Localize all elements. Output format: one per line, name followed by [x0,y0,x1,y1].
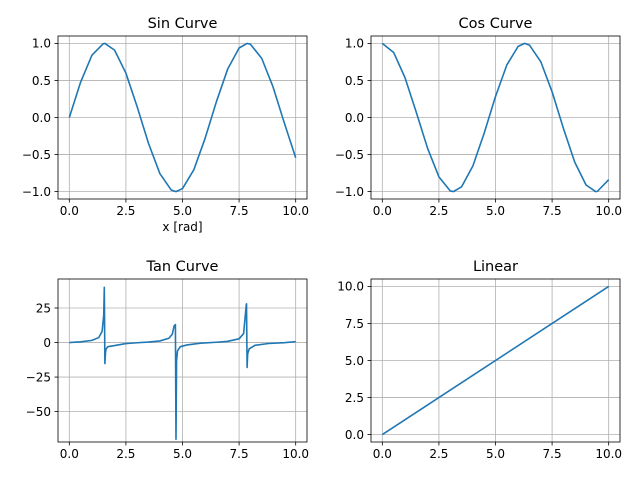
linear-y-tick-label: 2.5 [345,391,364,405]
sin-x-tick-label: 10.0 [282,204,309,218]
tan-x-tick-label: 5.0 [173,447,192,461]
linear-panel: 0.0 2.5 5.0 7.5 10.0 0.0 2.5 5.0 7.5 10.0 Linear [337,259,622,461]
cos-x-tick-label: 2.5 [429,204,448,218]
sin-y-tick-label: 0.5 [32,74,51,88]
cos-title: Cos Curve [459,16,533,32]
tan-x-tick-label: 2.5 [116,447,135,461]
tan-x-tick-label: 10.0 [282,447,309,461]
linear-x-tick-label: 0.0 [373,447,392,461]
cos-x-tick-label: 7.5 [543,204,562,218]
tan-x-tick-label: 0.0 [60,447,79,461]
cos-panel: 0.0 2.5 5.0 7.5 10.0 −1.0 −0.5 0.0 0.5 1.0 Cos Cur… [335,16,622,218]
linear-y-tick-label: 5.0 [345,354,364,368]
cos-y-tick-label: 0.5 [345,74,364,88]
linear-x-tick-label: 2.5 [429,447,448,461]
sin-x-tick-label: 7.5 [230,204,249,218]
cos-y-tick-label: 0.0 [345,111,364,125]
cos-y-tick-label: −0.5 [335,148,364,162]
sin-y-tick-label: −1.0 [22,185,51,199]
linear-series-line [381,285,610,436]
sin-title: Sin Curve [148,16,218,32]
linear-x-tick-label: 10.0 [595,447,622,461]
tan-y-tick-label: 0 [43,336,51,350]
tan-series-line [69,286,296,441]
sin-y-tick-label: 0.0 [32,111,51,125]
sin-x-tick-label: 5.0 [173,204,192,218]
tan-y-tick-label: 25 [36,301,51,315]
sin-y-tick-label: −0.5 [22,148,51,162]
sin-series-line [68,42,297,193]
linear-title: Linear [473,259,518,275]
tan-panel: 0.0 2.5 5.0 7.5 10.0 −50 −25 0 25 Tan Curve [26,259,309,461]
tan-x-tick-label: 7.5 [230,447,249,461]
linear-x-tick-label: 5.0 [486,447,505,461]
sin-panel: 0.0 2.5 5.0 7.5 10.0 −1.0 −0.5 0.0 0.5 1.0 Sin Cur… [22,16,309,234]
sin-y-tick-label: 1.0 [32,37,51,51]
cos-x-tick-label: 0.0 [373,204,392,218]
linear-y-tick-label: 7.5 [345,317,364,331]
cos-y-tick-label: −1.0 [335,185,364,199]
cos-y-tick-label: 1.0 [345,37,364,51]
sin-x-tick-label: 0.0 [60,204,79,218]
cos-x-tick-label: 5.0 [486,204,505,218]
cos-series-line [381,42,610,193]
linear-x-tick-label: 7.5 [543,447,562,461]
tan-y-tick-label: −50 [26,405,51,419]
linear-y-tick-label: 10.0 [337,280,364,294]
sin-x-tick-label: 2.5 [116,204,135,218]
tan-title: Tan Curve [146,259,219,275]
tan-y-tick-label: −25 [26,370,51,384]
linear-y-tick-label: 0.0 [345,428,364,442]
sin-x-axis-label: x [rad] [162,220,202,234]
cos-x-tick-label: 10.0 [595,204,622,218]
